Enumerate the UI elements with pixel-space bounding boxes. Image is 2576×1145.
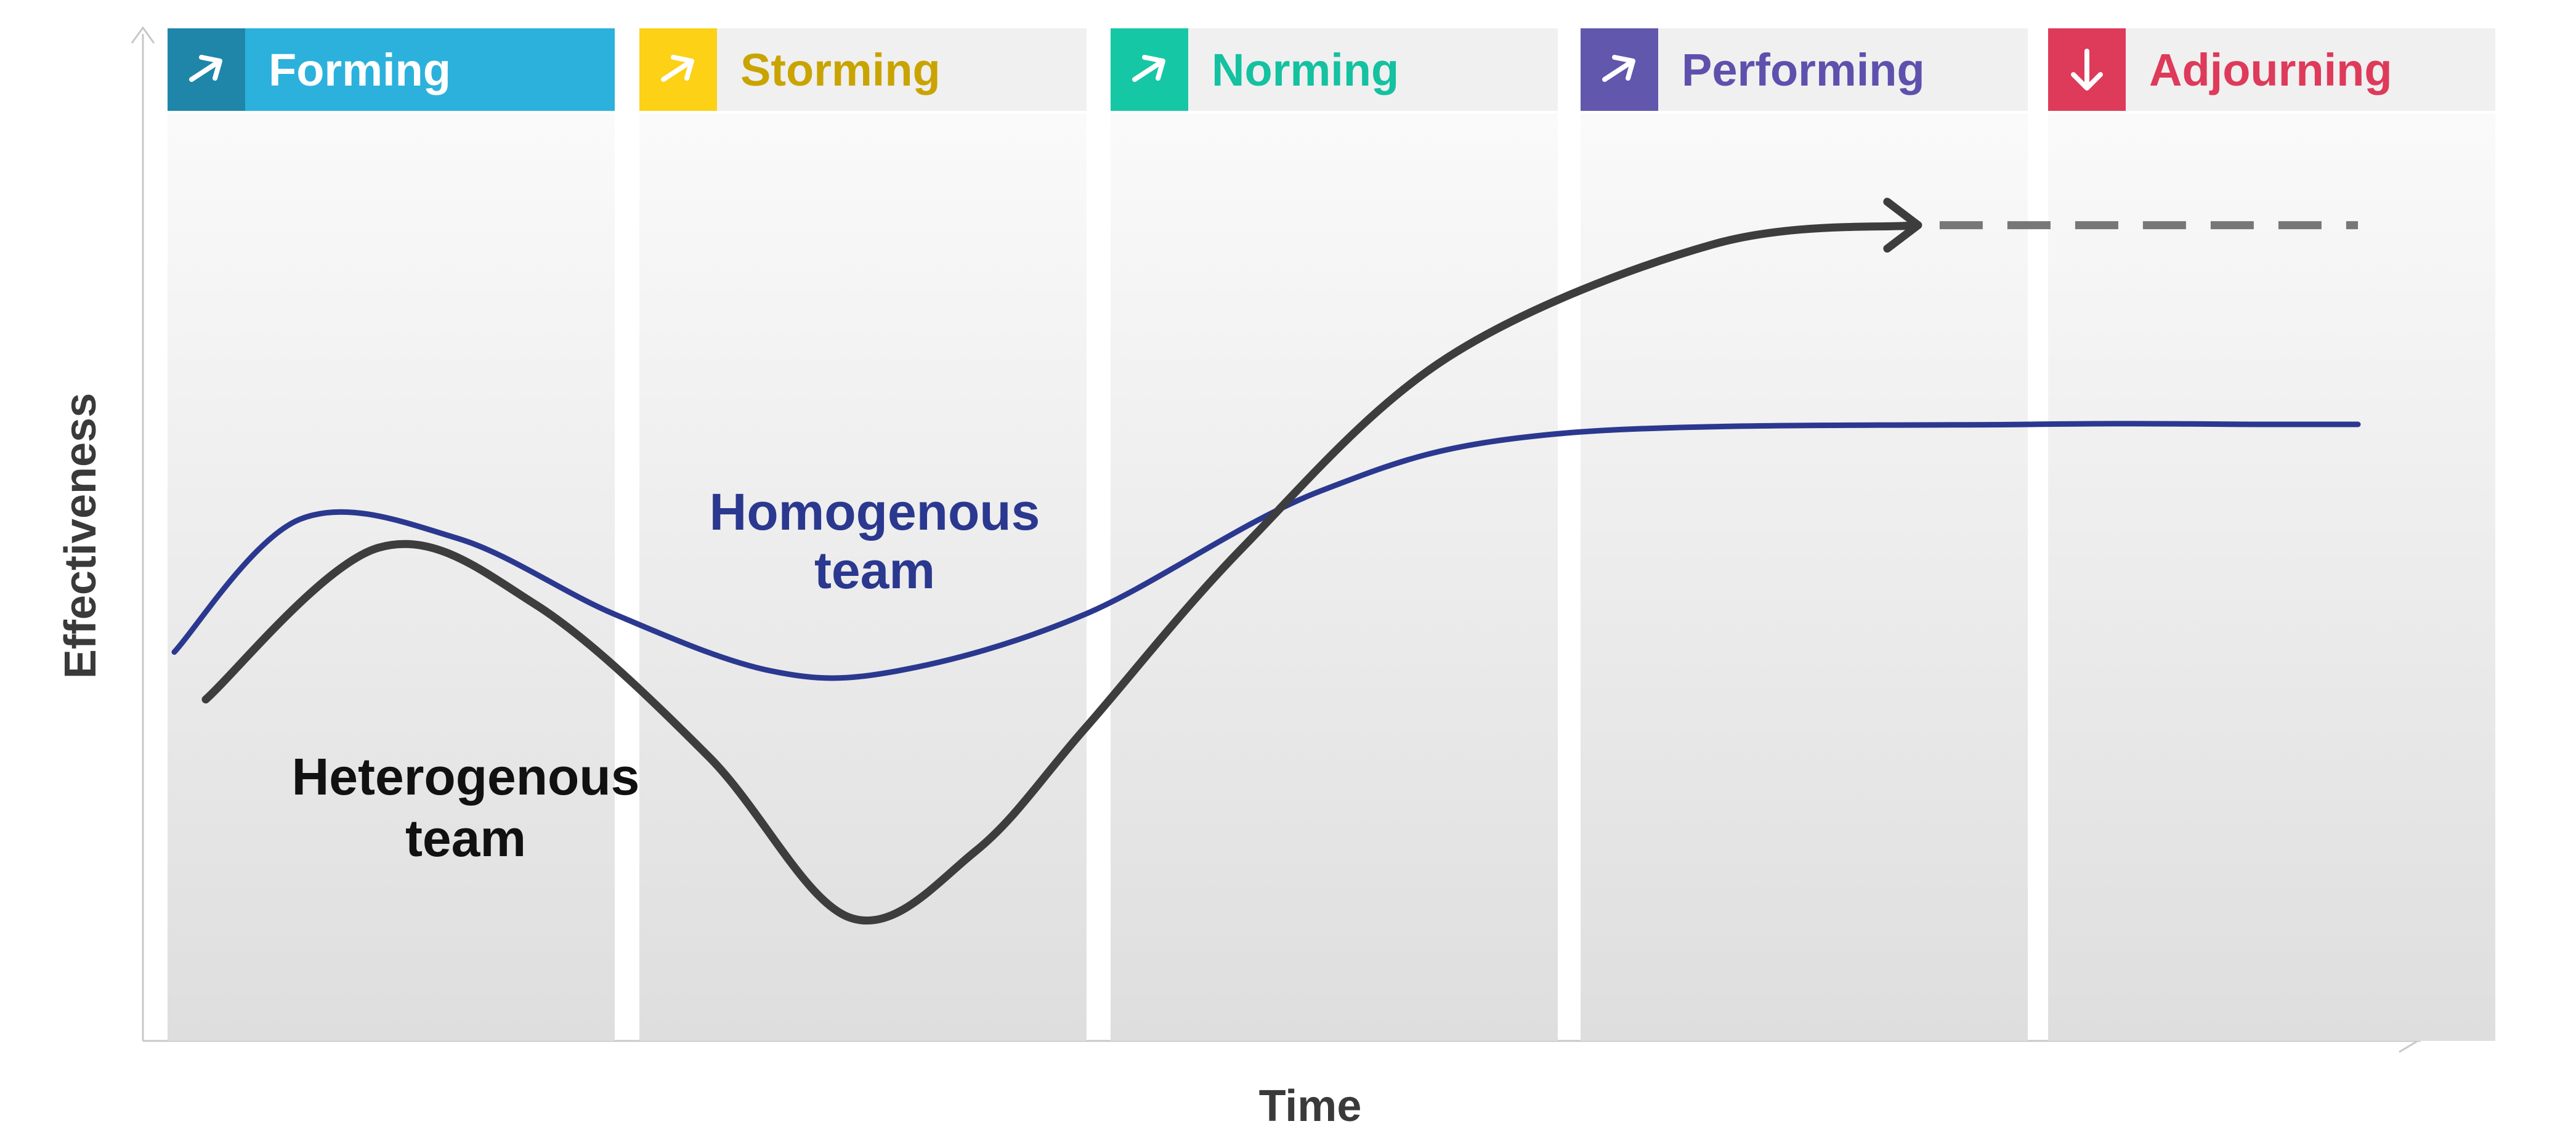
stage-headers: Forming Storming Norming Performing Adjourni… [168,28,2495,111]
series-lines [171,198,2361,925]
arrow-up-right-icon [661,55,694,82]
stage-band-storming [639,113,1087,1041]
stage-label-norming: Norming [1212,44,1399,95]
stage-header-performing: Performing [1581,28,2028,111]
arrow-down-icon [2071,49,2103,91]
stage-header-adjourning: Adjourning [2048,28,2495,111]
arrow-up-right-icon [189,55,222,82]
y-axis-arrow-icon [131,26,155,44]
series-end-arrow-icon [1883,198,1922,253]
stage-band-adjourning [2048,113,2495,1041]
stage-label-storming: Storming [740,44,941,95]
stage-label-adjourning: Adjourning [2149,44,2392,95]
arrow-up-right-icon [1602,55,1635,82]
series-line-homogenous-team [171,421,2361,681]
heterogenous-label-line1: Heterogenous [292,748,640,806]
series-line-heterogenous-team [201,221,1922,925]
homogenous-label-line1: Homogenous [710,483,1040,541]
stage-band-performing [1581,113,2028,1041]
stage-bands [168,113,2495,1041]
x-axis-title: Time [1259,1082,1362,1131]
stage-header-forming: Forming [168,28,615,111]
y-axis-title: Effectiveness [56,393,105,679]
stage-label-performing: Performing [1682,44,1925,95]
stage-header-norming: Norming [1111,28,1558,111]
stage-label-forming: Forming [269,44,451,95]
heterogenous-label-line2: team [405,809,526,867]
homogenous-label-line2: team [814,541,935,599]
stage-band-norming [1111,113,1558,1041]
stage-header-storming: Storming [639,28,1087,111]
arrow-up-right-icon [1132,55,1165,82]
